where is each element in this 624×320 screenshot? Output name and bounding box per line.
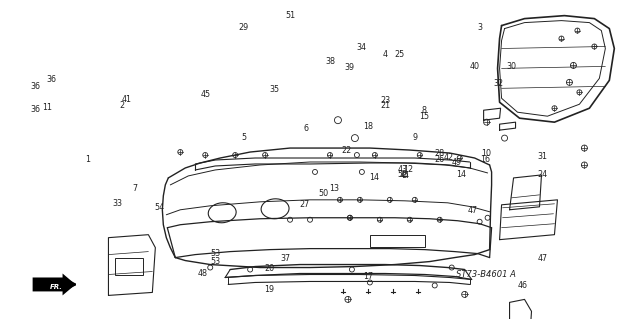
Text: 21: 21 [381, 101, 391, 110]
Text: 26: 26 [434, 156, 445, 164]
Text: 54: 54 [154, 203, 165, 212]
Text: 30: 30 [506, 62, 516, 71]
Text: 8: 8 [422, 106, 427, 115]
Text: 41: 41 [122, 95, 132, 104]
Polygon shape [32, 274, 76, 295]
Text: 29: 29 [238, 23, 248, 32]
Text: 44: 44 [399, 171, 409, 180]
Text: 2: 2 [120, 101, 125, 110]
Text: 53: 53 [210, 250, 220, 259]
Text: 23: 23 [381, 96, 391, 105]
Text: 15: 15 [419, 113, 429, 122]
Text: 33: 33 [113, 198, 123, 207]
Text: 48: 48 [198, 268, 208, 278]
Text: 40: 40 [470, 62, 480, 71]
Text: 9: 9 [412, 133, 417, 142]
Text: 24: 24 [537, 170, 547, 179]
Text: 18: 18 [363, 122, 373, 131]
Text: 7: 7 [132, 184, 137, 193]
Text: 51: 51 [285, 12, 295, 20]
Text: 47: 47 [537, 254, 547, 263]
Text: 19: 19 [265, 284, 275, 293]
Text: 27: 27 [300, 200, 310, 209]
Text: 4: 4 [383, 50, 388, 59]
Text: 45: 45 [201, 90, 211, 99]
Text: 14: 14 [456, 170, 466, 179]
Text: FR.: FR. [50, 284, 63, 291]
Text: 50: 50 [318, 189, 328, 198]
Text: 46: 46 [517, 281, 527, 290]
Text: 1: 1 [85, 156, 90, 164]
Text: 17: 17 [363, 272, 373, 281]
Text: 36: 36 [47, 75, 57, 84]
Text: 35: 35 [270, 85, 280, 94]
Text: 3: 3 [477, 23, 482, 32]
Text: 53: 53 [210, 258, 220, 267]
Text: 14: 14 [369, 173, 379, 182]
Text: 12: 12 [404, 165, 414, 174]
Text: 36: 36 [30, 105, 40, 114]
Text: 10: 10 [481, 149, 491, 158]
Text: 16: 16 [480, 155, 490, 164]
Text: ST73-B4601 A: ST73-B4601 A [456, 270, 516, 279]
Text: 52: 52 [397, 170, 407, 179]
Text: 42: 42 [444, 153, 454, 162]
Text: 6: 6 [303, 124, 308, 132]
Text: 49: 49 [451, 158, 462, 167]
Text: 25: 25 [394, 50, 404, 59]
Text: 13: 13 [329, 184, 339, 193]
Text: 32: 32 [494, 79, 504, 88]
Text: 36: 36 [30, 82, 40, 91]
Text: 39: 39 [344, 63, 354, 72]
Text: 34: 34 [357, 43, 367, 52]
Text: 37: 37 [281, 254, 291, 263]
Text: 11: 11 [42, 103, 52, 112]
Text: 22: 22 [341, 146, 351, 155]
Text: 5: 5 [241, 133, 246, 142]
Text: 43: 43 [397, 165, 407, 174]
Text: 28: 28 [434, 149, 445, 158]
Text: 47: 47 [467, 206, 478, 215]
Text: 31: 31 [537, 152, 547, 161]
Text: 20: 20 [265, 264, 275, 274]
Text: 38: 38 [326, 57, 336, 66]
